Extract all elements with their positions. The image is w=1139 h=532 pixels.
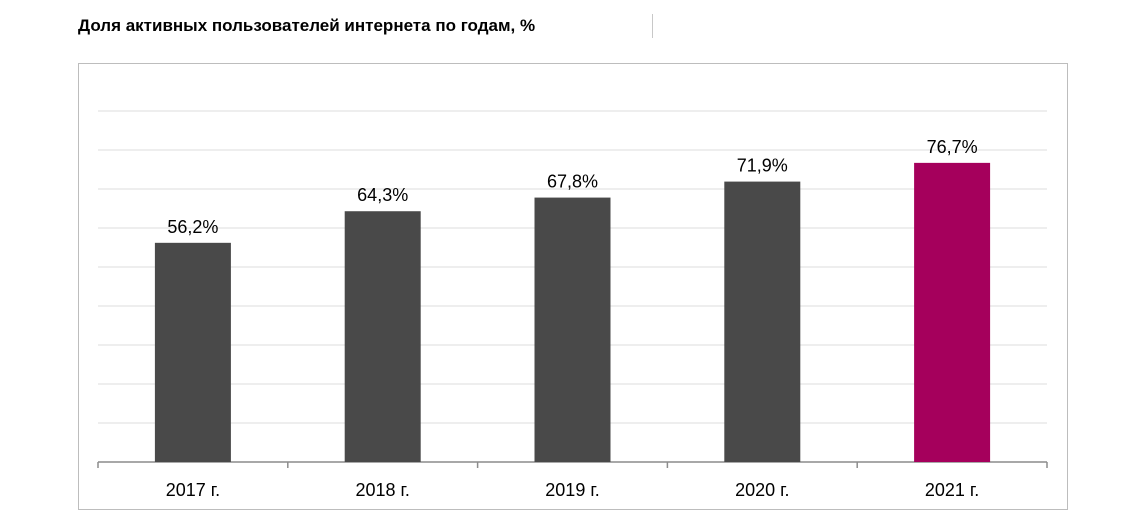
bar bbox=[534, 197, 611, 462]
text-cursor bbox=[652, 14, 653, 38]
x-tick-label: 2017 г. bbox=[166, 480, 220, 500]
data-label: 76,7% bbox=[927, 137, 978, 157]
data-label: 56,2% bbox=[167, 217, 218, 237]
x-tick-label: 2018 г. bbox=[355, 480, 409, 500]
bar bbox=[344, 211, 421, 462]
bar bbox=[914, 162, 991, 462]
chart-frame bbox=[78, 63, 1068, 510]
x-tick-label: 2019 г. bbox=[545, 480, 599, 500]
bar bbox=[724, 181, 801, 462]
data-label: 67,8% bbox=[547, 172, 598, 192]
data-label: 71,9% bbox=[737, 156, 788, 176]
bar bbox=[154, 242, 231, 462]
chart-title: Доля активных пользователей интернета по… bbox=[78, 16, 536, 35]
x-tick-label: 2021 г. bbox=[925, 480, 979, 500]
data-label: 64,3% bbox=[357, 185, 408, 205]
x-tick-label: 2020 г. bbox=[735, 480, 789, 500]
